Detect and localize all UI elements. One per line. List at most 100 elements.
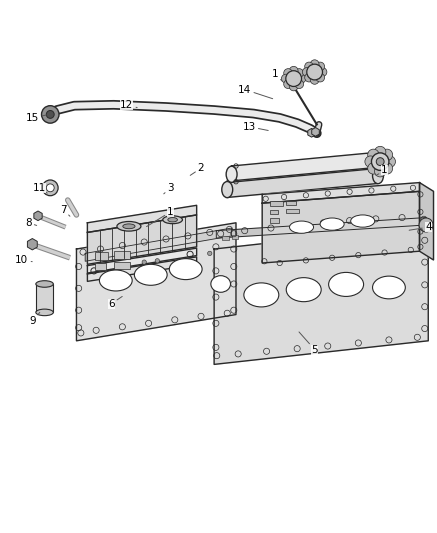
Text: 12: 12 [120,100,137,110]
Bar [232,235,238,239]
Ellipse shape [117,222,141,231]
Text: 1: 1 [146,207,174,227]
Circle shape [284,80,292,88]
Polygon shape [34,211,42,221]
Ellipse shape [211,276,231,292]
Bar [36,284,53,312]
Circle shape [284,69,292,77]
Bar [286,209,299,213]
Ellipse shape [320,218,344,230]
Circle shape [305,62,313,71]
Circle shape [368,149,379,160]
Circle shape [310,60,319,69]
Ellipse shape [372,276,406,299]
Ellipse shape [163,216,183,224]
Text: 10: 10 [15,255,32,265]
Bar [114,262,130,269]
Text: 4: 4 [409,222,432,232]
Bar [270,201,283,206]
Circle shape [155,259,160,263]
Circle shape [42,180,58,196]
Text: 6: 6 [108,296,122,309]
Circle shape [305,73,313,82]
Polygon shape [87,248,197,273]
Bar [95,252,108,260]
Ellipse shape [375,152,385,168]
Circle shape [375,147,386,158]
Circle shape [295,80,304,88]
Ellipse shape [372,167,384,184]
Polygon shape [262,191,420,263]
Ellipse shape [222,182,233,198]
Circle shape [316,62,325,71]
Circle shape [289,66,298,75]
Circle shape [208,251,212,256]
Polygon shape [308,128,316,137]
Circle shape [382,149,393,160]
Circle shape [286,71,302,86]
Polygon shape [216,217,426,238]
Circle shape [281,74,290,83]
Circle shape [46,110,54,118]
Ellipse shape [169,259,202,280]
Polygon shape [312,127,319,136]
Circle shape [46,184,54,192]
Text: 3: 3 [164,183,174,194]
Ellipse shape [135,264,167,285]
Text: 1: 1 [376,165,388,175]
Bar [286,200,296,205]
Text: 15: 15 [26,113,46,123]
Polygon shape [85,228,232,261]
Ellipse shape [244,283,279,307]
Text: 13: 13 [243,122,268,132]
Circle shape [142,260,146,264]
Circle shape [365,156,376,167]
Circle shape [295,69,304,77]
Bar [222,236,229,240]
Polygon shape [262,183,420,203]
Circle shape [376,158,384,166]
Circle shape [318,68,327,76]
Text: 5: 5 [299,332,318,354]
Circle shape [384,156,395,167]
Text: 11: 11 [33,183,47,193]
Circle shape [310,76,319,84]
Polygon shape [28,239,37,250]
Ellipse shape [289,221,313,233]
Polygon shape [420,183,434,260]
Circle shape [375,166,386,177]
Ellipse shape [350,215,375,227]
Circle shape [371,153,389,171]
Circle shape [316,73,325,82]
Text: 7: 7 [60,205,70,216]
Polygon shape [227,167,378,197]
Circle shape [307,64,323,80]
Bar [270,209,278,214]
Polygon shape [232,152,380,182]
Ellipse shape [123,224,135,229]
Circle shape [382,163,393,174]
Text: 1: 1 [272,69,282,81]
Circle shape [302,68,311,76]
Polygon shape [214,225,428,365]
Ellipse shape [168,217,177,222]
Text: 9: 9 [29,312,40,326]
Ellipse shape [226,166,237,182]
Ellipse shape [286,278,321,302]
Circle shape [297,74,306,83]
Ellipse shape [36,309,53,316]
Polygon shape [76,223,236,341]
Polygon shape [87,215,197,264]
Circle shape [419,218,433,232]
Bar [270,219,279,223]
Circle shape [289,82,298,91]
Circle shape [368,163,379,174]
Ellipse shape [100,270,132,291]
Text: 2: 2 [190,163,205,175]
Text: 14: 14 [238,85,273,99]
Bar [95,263,106,270]
Ellipse shape [329,272,364,296]
Bar [114,251,130,259]
Polygon shape [87,205,197,232]
Ellipse shape [36,281,53,287]
